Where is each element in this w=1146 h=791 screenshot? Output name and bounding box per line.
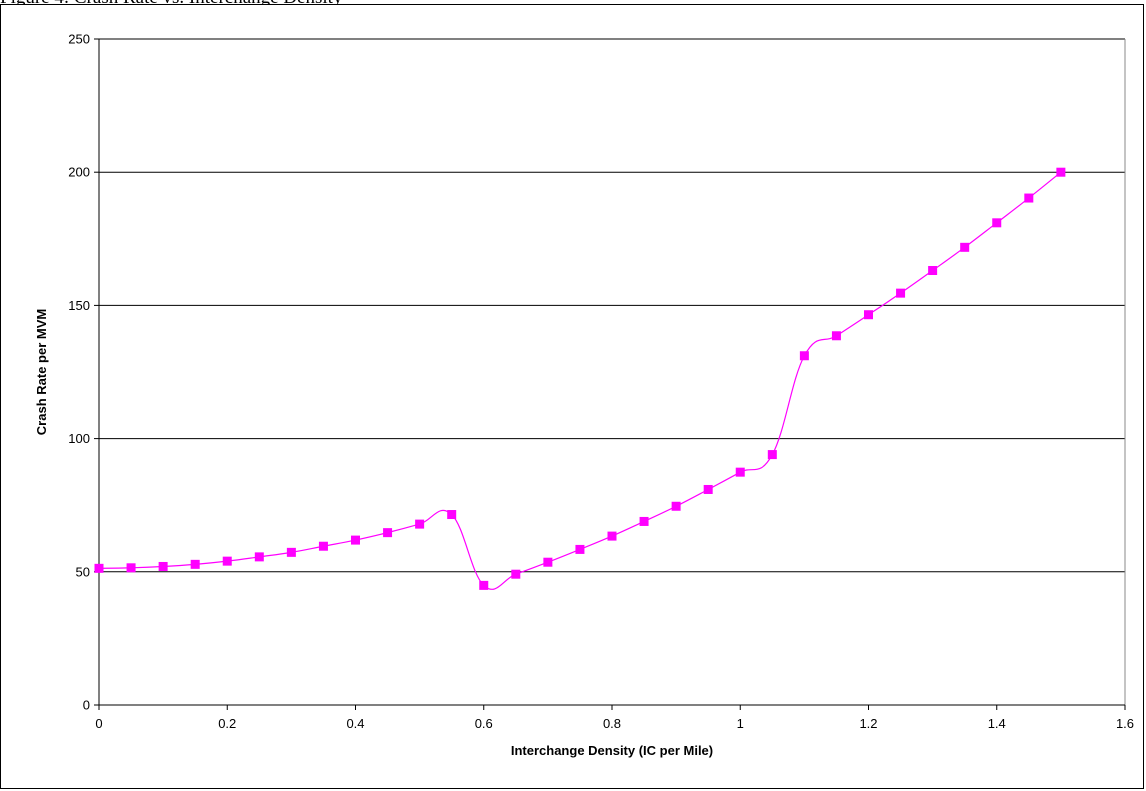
data-point (286, 547, 296, 557)
data-point (543, 557, 553, 567)
data-point (575, 544, 585, 554)
data-point (511, 569, 521, 579)
y-tick-label: 50 (76, 564, 90, 579)
chart-area (0, 4, 1144, 789)
data-point (703, 484, 713, 494)
series-line (98, 171, 1062, 590)
y-tick-label: 250 (68, 32, 90, 47)
data-point (767, 450, 777, 460)
data-point (928, 266, 938, 276)
data-point (318, 541, 328, 551)
y-tick-label: 200 (68, 165, 90, 180)
y-tick-label: 0 (83, 698, 90, 713)
y-tick-label: 150 (68, 298, 90, 313)
data-point (896, 288, 906, 298)
x-tick-label: 1.6 (1116, 716, 1134, 731)
data-point (831, 331, 841, 341)
data-point (799, 351, 809, 361)
x-tick-label: 0 (95, 716, 102, 731)
data-point (607, 531, 617, 541)
x-tick-label: 0.4 (346, 716, 364, 731)
data-point (254, 552, 264, 562)
x-tick-label: 1.2 (859, 716, 877, 731)
data-series (98, 171, 1062, 590)
data-point (351, 535, 360, 545)
axes: 0 50 100 150 200 250 0 0.2 0.4 0.6 0.8 1 1.2 1.4 1.6 (68, 32, 1134, 732)
y-tick-label: 100 (68, 431, 90, 446)
data-point (383, 528, 393, 538)
x-tick-label: 1.4 (988, 716, 1006, 731)
x-axis-title: Interchange Density (IC per Mile) (511, 743, 713, 758)
data-point (94, 563, 104, 573)
x-tick-label: 0.8 (603, 716, 621, 731)
data-point (1056, 167, 1066, 177)
data-point (222, 556, 232, 566)
x-tick-label: 0.6 (475, 716, 493, 731)
x-tick-label: 1 (737, 716, 744, 731)
data-point (126, 563, 136, 573)
data-point (639, 516, 649, 526)
y-axis-title: Crash Rate per MVM (34, 309, 49, 435)
data-point (447, 510, 457, 520)
data-point (960, 242, 970, 252)
data-point (158, 561, 168, 571)
data-point (415, 519, 425, 529)
data-point (992, 218, 1002, 228)
data-point (864, 310, 873, 320)
data-point (479, 580, 489, 590)
data-point (1024, 193, 1034, 203)
figure-caption: Figure 4: Crash Rate vs. Interchange Den… (0, 0, 1146, 8)
gridlines (99, 38, 1126, 705)
data-point (671, 501, 681, 511)
data-point (190, 559, 200, 569)
data-point (735, 467, 745, 477)
x-tick-label: 0.2 (218, 716, 236, 731)
data-markers (94, 167, 1066, 590)
